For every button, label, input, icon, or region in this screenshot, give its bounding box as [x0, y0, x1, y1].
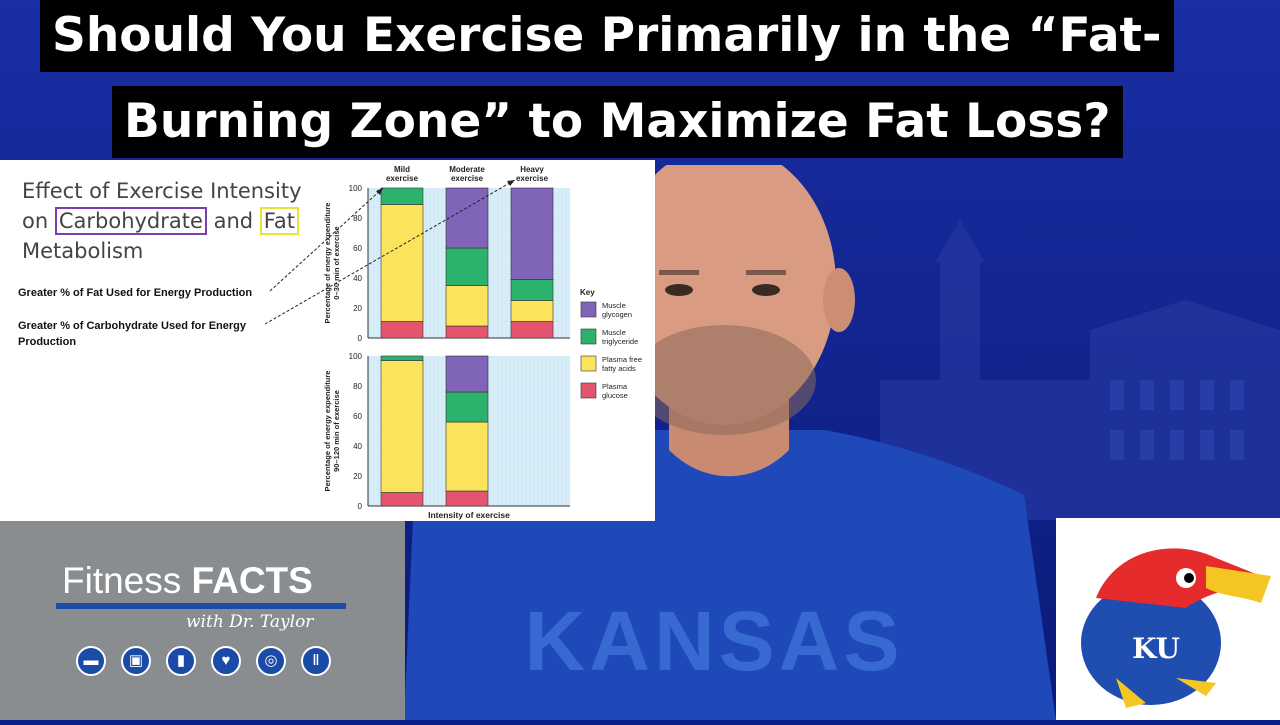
- legend-label: Muscle: [602, 328, 626, 337]
- fitness-facts-logo: Fitness FACTS: [62, 560, 313, 602]
- x-axis-label: Intensity of exercise: [428, 510, 510, 520]
- y-tick-label: 0: [358, 502, 363, 511]
- video-title-line2: Burning Zone” to Maximize Fat Loss?: [112, 86, 1123, 158]
- utensils-icon: Ⅱ: [301, 646, 331, 676]
- y-tick-label: 80: [353, 214, 362, 223]
- category-label: exercise: [516, 174, 549, 183]
- slide-heading-line1: Effect of Exercise Intensity: [22, 179, 302, 203]
- y-tick-label: 20: [353, 304, 362, 313]
- category-label: exercise: [386, 174, 419, 183]
- arrow-carb: [264, 179, 516, 325]
- heart-icon: ♥: [211, 646, 241, 676]
- fat-label: Fat: [259, 207, 300, 235]
- y-tick-label: 100: [349, 184, 363, 193]
- legend-label: triglyceride: [602, 337, 638, 346]
- y-tick-label: 60: [353, 412, 362, 421]
- energy-chart: MildexerciseModerateexerciseHeavyexercis…: [264, 165, 642, 520]
- y-axis-label: Percentage of energy expenditure: [323, 371, 332, 492]
- legend-swatch: [580, 382, 597, 399]
- bottle-icon: ▮: [166, 646, 196, 676]
- ku-logo-panel: KU: [1056, 518, 1280, 720]
- bar-segment: [510, 187, 554, 280]
- bar-segment: [510, 279, 554, 301]
- category-label: Heavy: [520, 165, 544, 174]
- category-label: exercise: [451, 174, 484, 183]
- legend-label: Plasma: [602, 382, 628, 391]
- slide-heading: Effect of Exercise Intensity on Carbohyd…: [22, 176, 302, 266]
- bar-segment: [445, 391, 489, 423]
- branding-panel: [0, 521, 405, 720]
- legend-title: Key: [580, 288, 595, 297]
- note-fat: Greater % of Fat Used for Energy Product…: [18, 287, 253, 299]
- bar-segment: [445, 247, 489, 286]
- facts-word: FACTS: [191, 560, 313, 601]
- bar-segment: [445, 490, 489, 507]
- bar-segment: [380, 204, 424, 322]
- note-carb: Greater % of Carbohydrate Used for Energ…: [18, 320, 247, 348]
- bar-segment: [510, 300, 554, 322]
- bar-segment: [380, 355, 424, 361]
- y-tick-label: 80: [353, 382, 362, 391]
- right-ear: [823, 268, 855, 332]
- slide-heading-line3: Metabolism: [22, 239, 144, 263]
- y-tick-label: 60: [353, 244, 362, 253]
- bar-segment: [380, 360, 424, 493]
- logo-underline: [56, 603, 346, 609]
- dumbbell-icon: ▬: [76, 646, 106, 676]
- y-tick-label: 0: [358, 334, 363, 343]
- legend-swatch: [580, 301, 597, 318]
- arrow-head: [507, 180, 515, 186]
- arrow-fat: [269, 187, 384, 292]
- bar-segment: [445, 187, 489, 249]
- arrow-head: [376, 188, 383, 195]
- legend-swatch: [580, 328, 597, 345]
- category-label: Mild: [394, 165, 410, 174]
- category-label: Moderate: [449, 165, 485, 174]
- y-tick-label: 100: [349, 352, 363, 361]
- legend-label: Plasma free: [602, 355, 642, 364]
- bar-segment: [445, 355, 489, 393]
- bar-segment: [380, 492, 424, 507]
- y-tick-label: 20: [353, 472, 362, 481]
- bar-segment: [445, 421, 489, 492]
- carbohydrate-label: Carbohydrate: [54, 207, 207, 235]
- legend-label: glycogen: [602, 310, 632, 319]
- with-dr-taylor: with Dr. Taylor: [186, 612, 314, 632]
- ku-monogram: KU: [1132, 632, 1180, 665]
- y-tick-label: 40: [353, 274, 362, 283]
- legend-label: glucose: [602, 391, 628, 400]
- cyclist-icon: ◎: [256, 646, 286, 676]
- legend-label: fatty acids: [602, 364, 636, 373]
- bar-segment: [445, 285, 489, 327]
- slide-panel: Effect of Exercise Intensity on Carbohyd…: [0, 160, 655, 521]
- bar-segment: [445, 325, 489, 339]
- y-axis-label: 90–120 min of exercise: [332, 390, 341, 472]
- slide-heading-on: on: [22, 209, 55, 233]
- jayhawk-logo: KU: [1081, 548, 1271, 708]
- bar-segment: [380, 187, 424, 205]
- bar-segment: [510, 321, 554, 339]
- legend-swatch: [580, 355, 597, 372]
- scale-icon: ▣: [121, 646, 151, 676]
- bar-segment: [380, 321, 424, 339]
- beard: [632, 325, 816, 435]
- y-axis-label: 0–30 min of exercise: [332, 226, 341, 299]
- video-title-line1: Should You Exercise Primarily in the “Fa…: [40, 0, 1174, 72]
- y-tick-label: 40: [353, 442, 362, 451]
- y-axis-label: Percentage of energy expenditure: [323, 203, 332, 324]
- legend-label: Muscle: [602, 301, 626, 310]
- slide-heading-and: and: [206, 209, 260, 233]
- fitness-word: Fitness: [62, 560, 192, 601]
- shirt-text: KANSAS: [525, 594, 904, 688]
